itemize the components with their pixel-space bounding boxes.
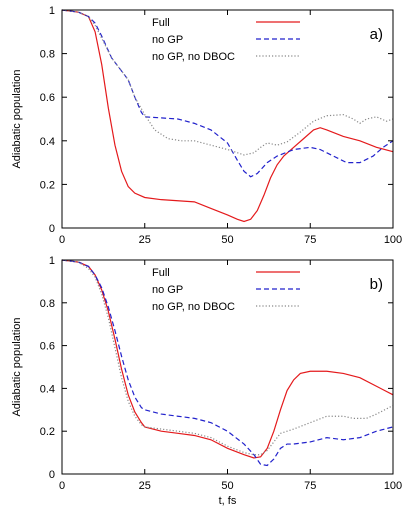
x-tick-label: 75 [304, 480, 316, 492]
legend-entry-label: no GP [152, 34, 183, 46]
series-line-full [61, 259, 394, 459]
series-line-no-gp [61, 9, 394, 178]
y-axis-label: Adiabatic population [11, 317, 23, 416]
y-tick-label: 0 [49, 223, 55, 235]
y-tick-label: 1 [49, 5, 55, 17]
x-tick-label: 0 [59, 480, 65, 492]
series-line-no-gp-no-dboc [61, 9, 394, 156]
plot-frame [61, 259, 394, 475]
y-tick-label: 0.2 [40, 426, 55, 438]
x-tick-label: 25 [139, 480, 151, 492]
x-tick-label: 50 [221, 234, 233, 246]
x-tick-label: 50 [221, 480, 233, 492]
y-tick-label: 0.2 [40, 179, 55, 191]
x-tick-label: 75 [304, 234, 316, 246]
panel-b: 0 25 50 75 100 0 0.2 0.4 0.6 0.8 1 Adiabatic popula… [11, 255, 402, 507]
y-tick-label: 1 [49, 255, 55, 267]
y-axis-label: Adiabatic population [11, 69, 23, 168]
series-line-no-gp-no-dboc [61, 259, 394, 456]
x-tick-label: 25 [139, 234, 151, 246]
y-tick-label: 0.8 [40, 298, 55, 310]
x-tick-label: 100 [384, 480, 402, 492]
legend: Full no GP no GP, no DBOC [152, 267, 300, 313]
panel-label: a) [370, 26, 383, 43]
y-tick-label: 0.4 [40, 383, 55, 395]
series-line-no-gp [61, 259, 394, 467]
y-tick-label: 0.6 [40, 92, 55, 104]
panel-a: 0 25 50 75 100 0 0.2 0.4 0.6 0.8 1 Adiabatic popula… [11, 5, 402, 246]
y-tick-label: 0.4 [40, 136, 55, 148]
x-tick-label: 0 [59, 234, 65, 246]
legend: Full no GP no GP, no DBOC [152, 17, 300, 63]
y-tick-label: 0 [49, 469, 55, 481]
y-tick-label: 0.6 [40, 341, 55, 353]
series-line-full [61, 9, 394, 223]
legend-entry-label: Full [152, 17, 170, 29]
x-axis-label: t, fs [219, 495, 237, 507]
panel-label: b) [370, 276, 383, 293]
y-tick-label: 0.8 [40, 49, 55, 61]
x-tick-label: 100 [384, 234, 402, 246]
legend-entry-label: Full [152, 267, 170, 279]
legend-entry-label: no GP, no DBOC [152, 301, 235, 313]
legend-entry-label: no GP, no DBOC [152, 51, 235, 63]
plot-frame [61, 9, 394, 229]
legend-entry-label: no GP [152, 284, 183, 296]
